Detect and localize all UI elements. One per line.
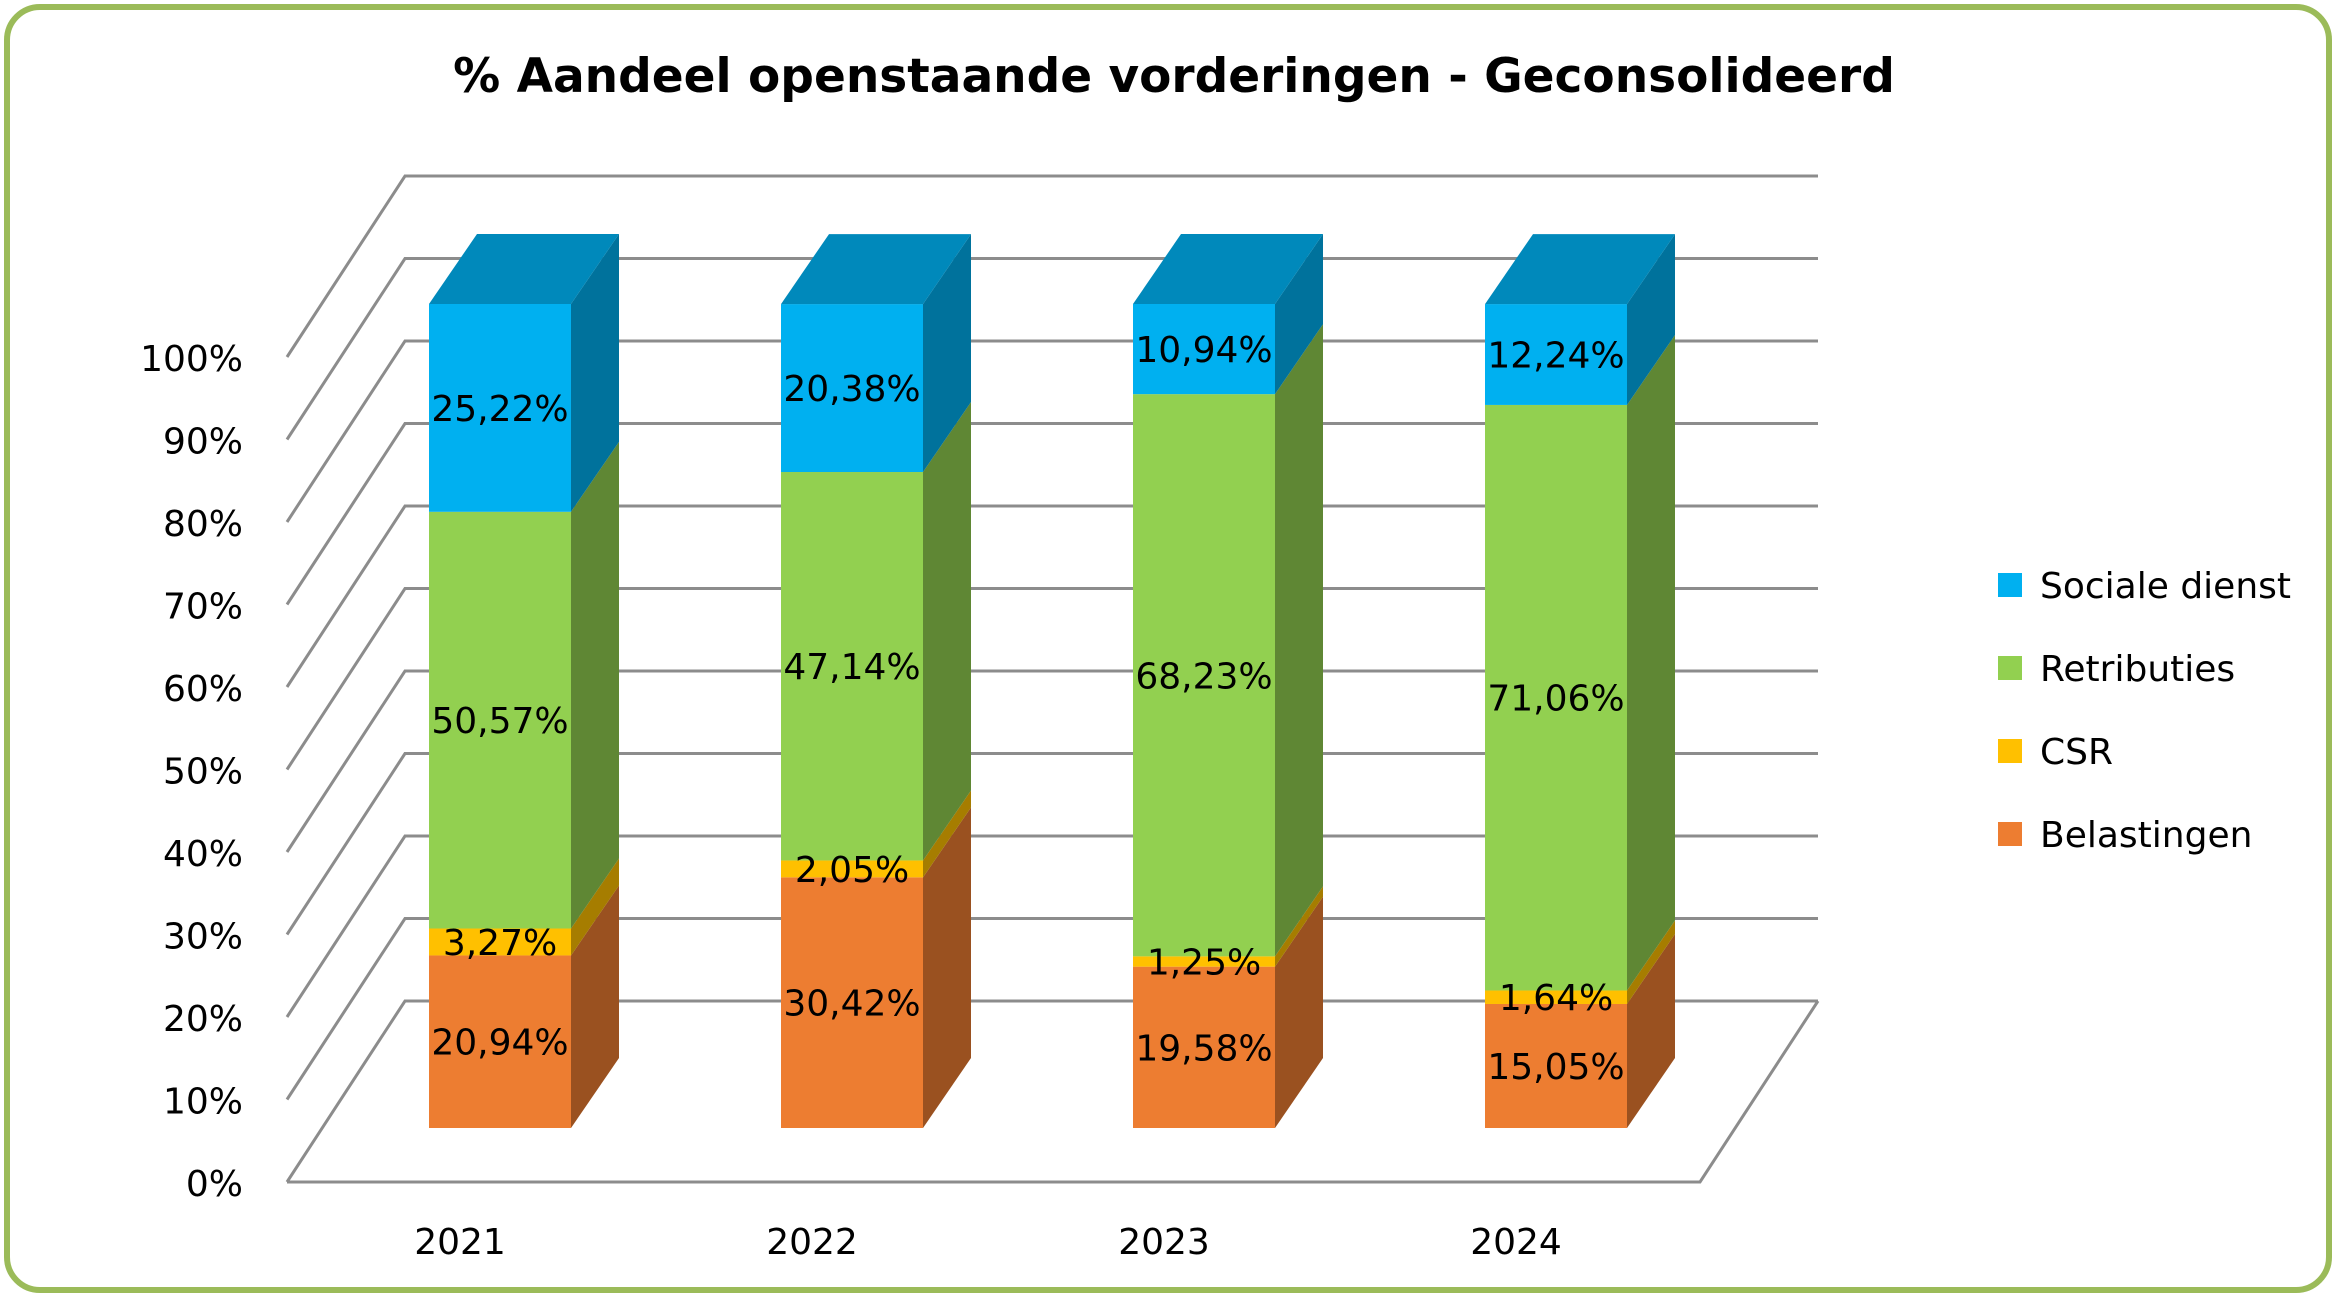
gridline: [285, 917, 1818, 1101]
legend-swatch: [1998, 822, 2022, 846]
chart-title: % Aandeel openstaande vorderingen - Geco…: [453, 49, 1895, 104]
x-tick-label: 2021: [414, 1222, 506, 1263]
bar-side: [571, 441, 619, 929]
bar-retributies-2022: [781, 472, 923, 861]
bar-sociale-dienst-2021: [429, 304, 571, 512]
bar-top: [1133, 234, 1323, 304]
bar-belastingen-2021: [429, 955, 571, 1128]
bar-belastingen-2024: [1485, 1003, 1627, 1128]
bar-retributies-2023: [1133, 394, 1275, 957]
bar-side: [1627, 920, 1675, 1004]
y-tick-label: 80%: [163, 504, 243, 545]
bar-sociale-dienst-2022: [781, 304, 923, 473]
legend-swatch: [1998, 739, 2022, 763]
gridline: [285, 422, 1818, 606]
data-label: 71,06%: [1487, 679, 1624, 720]
bars: 20,94% 3,27% 50,57% 25,22% 30,42% 2,05% 47,14%…: [429, 234, 1675, 1128]
y-tick-label: 100%: [140, 339, 243, 380]
y-axis-ticks: 0% 10% 20% 30% 40% 50% 60% 70% 80% 90% 100%: [140, 339, 243, 1205]
x-tick-label: 2023: [1118, 1222, 1210, 1263]
y-tick-label: 50%: [163, 752, 243, 793]
gridline: [285, 339, 1818, 523]
gridline: [285, 752, 1818, 936]
y-tick-label: 20%: [163, 999, 243, 1040]
floor-edge: [287, 1000, 1820, 1184]
bar-belastingen-2023: [1133, 966, 1275, 1128]
legend-item-retributies: Retributies: [1998, 649, 2235, 690]
data-label: 3,27%: [443, 923, 557, 964]
y-tick-label: 0%: [186, 1164, 243, 1205]
data-label: 50,57%: [431, 701, 568, 742]
bar-side: [1275, 886, 1323, 967]
data-label: 1,64%: [1499, 978, 1613, 1019]
bar-belastingen-2022: [781, 877, 923, 1128]
bar-side: [1275, 234, 1323, 395]
y-tick-label: 90%: [163, 422, 243, 463]
bar-side: [1627, 234, 1675, 405]
bar-side: [1627, 334, 1675, 991]
y-tick-label: 40%: [163, 834, 243, 875]
legend-label: CSR: [2040, 732, 2113, 773]
gridlines: [285, 174, 1820, 1184]
gridline: [285, 587, 1818, 771]
bar-side: [1275, 324, 1323, 957]
legend-swatch: [1998, 573, 2022, 597]
gridline: [285, 834, 1818, 1018]
y-tick-label: 10%: [163, 1082, 243, 1123]
bar-sociale-dienst-2023: [1133, 304, 1275, 395]
bar-retributies-2021: [429, 511, 571, 929]
bar-side: [923, 807, 971, 1128]
bar-top: [781, 234, 971, 305]
legend-label: Belastingen: [2040, 815, 2252, 856]
bar-csr-2024: [1485, 990, 1627, 1004]
y-tick-label: 30%: [163, 917, 243, 958]
legend-label: Sociale dienst: [2040, 566, 2291, 607]
bar-top: [429, 234, 619, 304]
data-label: 30,42%: [783, 984, 920, 1025]
gridline: [285, 504, 1818, 688]
bar-side: [571, 858, 619, 956]
bar-csr-2023: [1133, 956, 1275, 967]
legend-label: Retributies: [2040, 649, 2235, 690]
data-label: 15,05%: [1487, 1047, 1624, 1088]
data-label: 20,94%: [431, 1023, 568, 1064]
bar-retributies-2024: [1485, 404, 1627, 991]
y-tick-label: 70%: [163, 587, 243, 628]
data-label: 1,25%: [1147, 943, 1261, 984]
x-tick-label: 2022: [766, 1222, 858, 1263]
bar-side: [571, 234, 619, 512]
data-label: 47,14%: [783, 647, 920, 688]
bar-side: [1275, 896, 1323, 1128]
legend-item-belastingen: Belastingen: [1998, 815, 2252, 856]
bar-csr-2021: [429, 928, 571, 956]
bar-side: [1627, 933, 1675, 1128]
data-label: 20,38%: [783, 369, 920, 410]
data-label: 68,23%: [1135, 656, 1272, 697]
legend-item-csr: CSR: [1998, 732, 2113, 773]
legend: Sociale dienst Retributies CSR Belastingen: [1998, 566, 2291, 856]
data-label: 12,24%: [1487, 336, 1624, 377]
bar-side: [571, 885, 619, 1128]
bar-side: [923, 234, 971, 473]
data-label: 10,94%: [1135, 330, 1272, 371]
gridline: [285, 174, 1818, 358]
bar-top: [1485, 234, 1675, 305]
bar-sociale-dienst-2024: [1485, 304, 1627, 405]
data-label: 19,58%: [1135, 1028, 1272, 1069]
gridline: [285, 257, 1818, 441]
x-tick-label: 2024: [1470, 1222, 1562, 1263]
gridline: [285, 669, 1818, 853]
y-tick-label: 60%: [163, 669, 243, 710]
data-label: 2,05%: [795, 850, 909, 891]
bar-csr-2022: [781, 860, 923, 878]
x-axis-ticks: 2021 2022 2023 2024: [414, 1222, 1562, 1263]
bar-side: [923, 402, 971, 861]
data-label: 25,22%: [431, 389, 568, 430]
legend-item-sociale-dienst: Sociale dienst: [1998, 566, 2291, 607]
legend-swatch: [1998, 656, 2022, 680]
bar-side: [923, 790, 971, 878]
gridline: [285, 999, 1818, 1183]
